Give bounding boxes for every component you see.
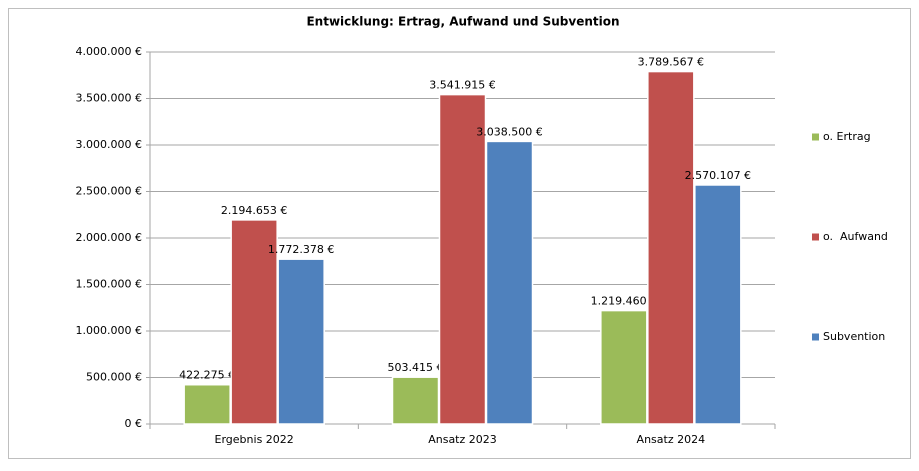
y-tick-label: 4.000.000 € — [76, 45, 142, 58]
y-tick-label: 1.000.000 € — [76, 324, 142, 337]
y-tick-label: 500.000 € — [86, 371, 142, 384]
bar — [647, 70, 695, 425]
legend-swatch — [812, 233, 819, 241]
y-tick-label: 0 € — [125, 417, 143, 430]
bar — [230, 219, 278, 425]
y-tick-label: 2.500.000 € — [76, 185, 142, 198]
data-label: 1.219.460 € — [591, 295, 657, 308]
bar — [183, 383, 231, 425]
y-tick-label: 1.500.000 € — [76, 278, 142, 291]
legend-label: o. Ertrag — [823, 130, 871, 143]
legend-label: Subvention — [823, 330, 885, 343]
bar — [485, 140, 534, 425]
bar — [600, 309, 648, 425]
data-label: 2.570.107 € — [685, 169, 751, 182]
bar — [391, 376, 440, 425]
bar — [438, 93, 487, 425]
bar — [277, 258, 325, 425]
data-label: 422.275 € — [179, 369, 235, 382]
data-label: 3.541.915 € — [429, 79, 495, 92]
x-tick-label: Ansatz 2024 — [637, 433, 706, 446]
legend-label: o. Aufwand — [823, 230, 888, 243]
data-label: 503.415 € — [388, 361, 444, 374]
data-label: 2.194.653 € — [221, 204, 287, 217]
data-label: 3.789.567 € — [638, 56, 704, 69]
bar — [694, 184, 742, 425]
legend-swatch — [812, 333, 819, 341]
data-label: 1.772.378 € — [268, 243, 334, 256]
x-tick-label: Ergebnis 2022 — [215, 433, 294, 446]
x-tick-label: Ansatz 2023 — [428, 433, 497, 446]
data-label: 3.038.500 € — [476, 125, 542, 138]
legend-swatch — [812, 133, 819, 141]
y-tick-label: 3.000.000 € — [76, 138, 142, 151]
chart-title: Entwicklung: Ertrag, Aufwand und Subvent… — [306, 15, 619, 29]
y-tick-label: 3.500.000 € — [76, 92, 142, 105]
y-tick-label: 2.000.000 € — [76, 231, 142, 244]
